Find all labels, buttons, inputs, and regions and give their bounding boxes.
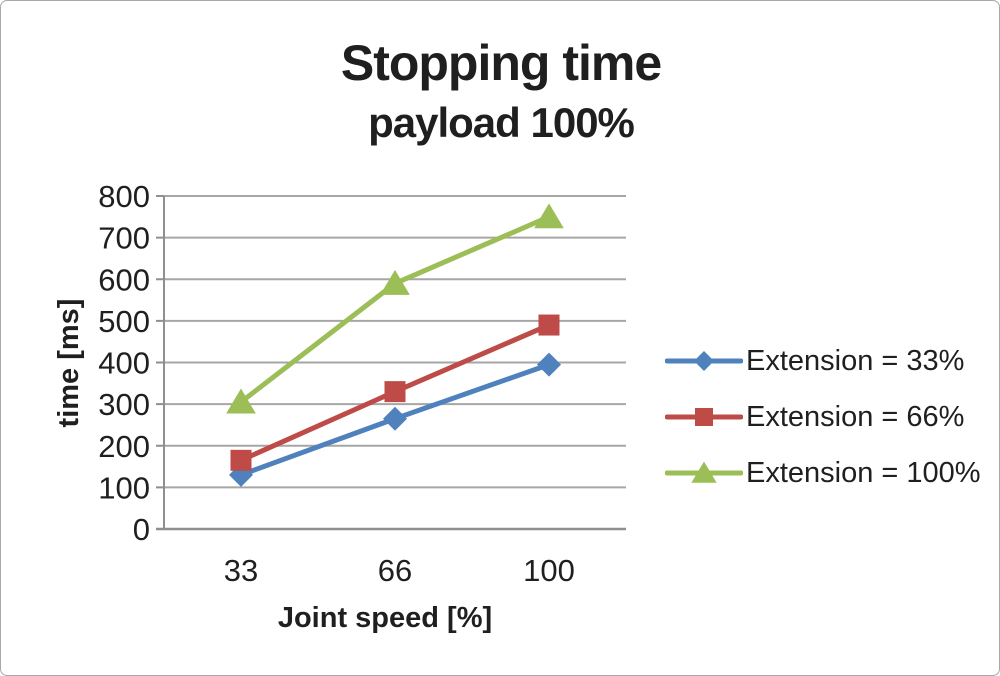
triangle-marker-icon bbox=[691, 461, 717, 483]
legend-item-extension-66: Extension = 66% bbox=[665, 397, 981, 437]
legend-triangle-marker-icon bbox=[665, 461, 743, 483]
legend-label: Extension = 100% bbox=[746, 456, 981, 489]
legend-diamond-marker-icon bbox=[665, 351, 743, 371]
chart-subtitle: payload 100% bbox=[368, 99, 635, 146]
chart-title: Stopping time bbox=[340, 35, 662, 91]
y-tick-label: 500 bbox=[98, 304, 150, 339]
diamond-marker-icon bbox=[383, 406, 407, 431]
square-marker-icon bbox=[230, 449, 252, 471]
legend: Extension = 33% Extension = 66% Extensio… bbox=[665, 341, 981, 493]
y-tick-label: 0 bbox=[133, 512, 150, 547]
square-marker-icon bbox=[538, 314, 560, 336]
triangle-marker-icon bbox=[534, 203, 564, 229]
y-tick-label: 800 bbox=[98, 179, 150, 214]
x-axis-title: Joint speed [%] bbox=[277, 602, 493, 634]
legend-label: Extension = 33% bbox=[746, 344, 965, 377]
series-line bbox=[238, 214, 552, 405]
legend-label: Extension = 66% bbox=[746, 400, 965, 433]
y-axis-title: time [ms] bbox=[53, 298, 85, 428]
y-tick-label: 700 bbox=[98, 221, 150, 256]
x-tick-label: 100 bbox=[523, 553, 575, 588]
triangle-marker-icon bbox=[226, 388, 256, 414]
diamond-marker-icon bbox=[694, 351, 714, 371]
x-tick-label: 33 bbox=[224, 553, 258, 588]
y-tick-label: 300 bbox=[98, 387, 150, 422]
legend-item-extension-100: Extension = 100% bbox=[665, 453, 981, 493]
square-marker-icon bbox=[695, 408, 713, 426]
square-marker-icon bbox=[384, 381, 406, 403]
y-tick-label: 200 bbox=[98, 429, 150, 464]
y-tick-label: 100 bbox=[98, 470, 150, 505]
y-tick-label: 600 bbox=[98, 262, 150, 297]
legend-square-marker-icon bbox=[665, 408, 743, 426]
diamond-marker-icon bbox=[537, 352, 561, 377]
legend-item-extension-33: Extension = 33% bbox=[665, 341, 981, 381]
x-tick-label: 66 bbox=[378, 553, 412, 588]
triangle-marker-icon bbox=[380, 269, 410, 295]
y-tick-label: 400 bbox=[98, 346, 150, 381]
